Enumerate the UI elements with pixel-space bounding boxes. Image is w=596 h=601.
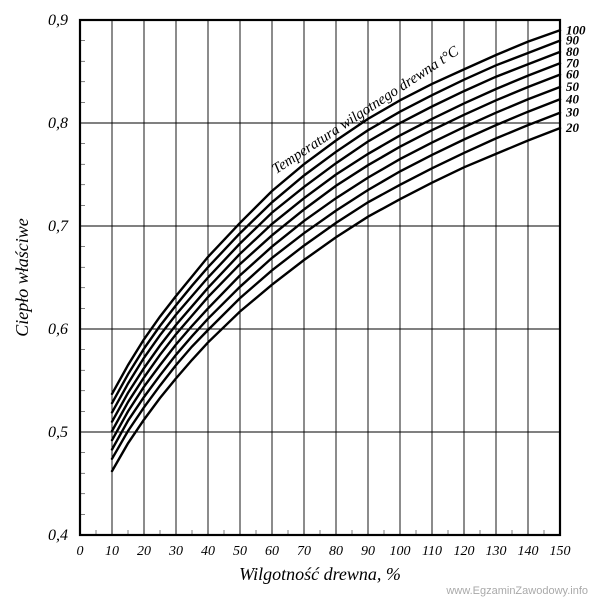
x-tick-label: 10 — [105, 544, 119, 559]
x-tick-label: 60 — [265, 544, 279, 559]
x-tick-label: 90 — [361, 544, 375, 559]
y-tick-label: 0,6 — [48, 321, 68, 338]
chart-container: 01020304050607080901001101201301401500,4… — [0, 0, 596, 601]
y-tick-label: 0,7 — [48, 218, 69, 235]
x-tick-label: 150 — [550, 544, 571, 559]
watermark: www.EgzaminZawodowy.info — [446, 585, 588, 597]
series-label-30: 30 — [565, 105, 580, 120]
x-tick-label: 110 — [422, 544, 442, 559]
x-tick-label: 20 — [137, 544, 151, 559]
y-axis-label: Ciepło właściwe — [12, 218, 32, 337]
x-tick-label: 140 — [518, 544, 539, 559]
x-tick-label: 100 — [390, 544, 411, 559]
x-tick-label: 120 — [454, 544, 475, 559]
x-tick-label: 50 — [233, 544, 247, 559]
x-tick-label: 0 — [77, 544, 84, 559]
y-tick-label: 0,8 — [48, 115, 68, 132]
x-tick-label: 130 — [486, 544, 507, 559]
x-tick-label: 40 — [201, 544, 215, 559]
x-tick-label: 80 — [329, 544, 343, 559]
y-tick-label: 0,9 — [48, 12, 68, 29]
y-tick-label: 0,4 — [48, 527, 68, 544]
x-axis-label: Wilgotność drewna, % — [239, 564, 401, 584]
y-tick-label: 0,5 — [48, 424, 68, 441]
x-tick-label: 30 — [168, 544, 183, 559]
series-label-20: 20 — [565, 120, 580, 135]
x-tick-label: 70 — [297, 544, 311, 559]
chart-svg: 01020304050607080901001101201301401500,4… — [0, 0, 596, 601]
